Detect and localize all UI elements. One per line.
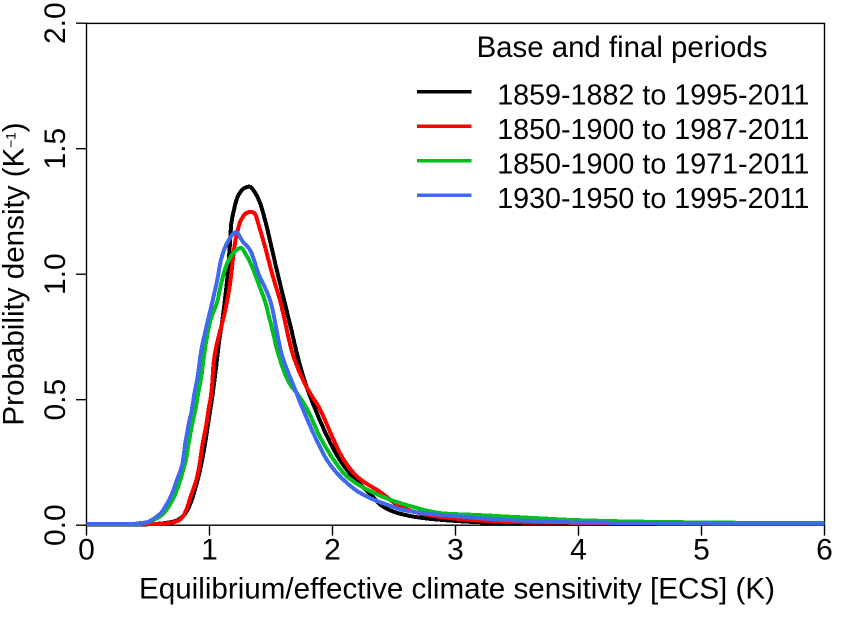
svg-text:Base and final periods: Base and final periods bbox=[477, 31, 768, 64]
svg-text:Probability density (K−1): Probability density (K−1) bbox=[0, 122, 31, 425]
svg-text:3: 3 bbox=[447, 534, 464, 567]
svg-text:0.5: 0.5 bbox=[39, 379, 72, 421]
svg-text:Equilibrium/effective climate: Equilibrium/effective climate sensitivit… bbox=[139, 573, 775, 606]
svg-text:2.0: 2.0 bbox=[39, 2, 72, 44]
svg-text:0.0: 0.0 bbox=[39, 504, 72, 546]
svg-text:0: 0 bbox=[78, 534, 95, 567]
svg-text:1930-1950 to 1995-2011: 1930-1950 to 1995-2011 bbox=[497, 183, 809, 215]
svg-text:1859-1882 to 1995-2011: 1859-1882 to 1995-2011 bbox=[497, 80, 809, 112]
svg-text:1850-1900 to 1987-2011: 1850-1900 to 1987-2011 bbox=[497, 114, 809, 146]
svg-text:6: 6 bbox=[816, 534, 833, 567]
svg-text:2: 2 bbox=[324, 534, 341, 567]
svg-text:1850-1900 to 1971-2011: 1850-1900 to 1971-2011 bbox=[497, 149, 809, 181]
svg-text:1: 1 bbox=[201, 534, 218, 567]
svg-text:5: 5 bbox=[693, 534, 710, 567]
svg-text:4: 4 bbox=[570, 534, 587, 567]
svg-text:1.5: 1.5 bbox=[39, 128, 72, 170]
svg-text:1.0: 1.0 bbox=[39, 253, 72, 295]
